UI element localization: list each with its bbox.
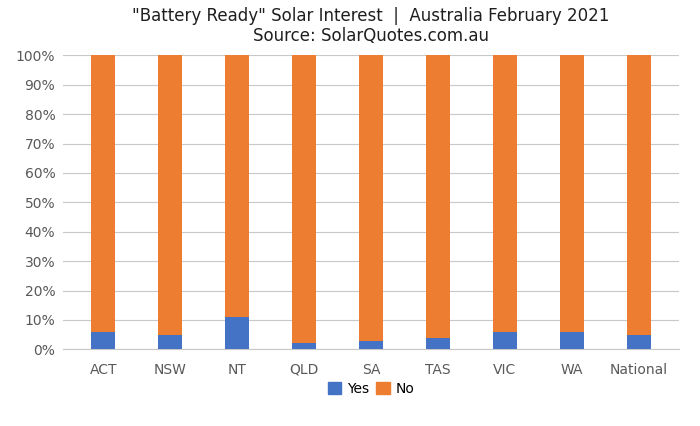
Bar bbox=[560, 332, 584, 349]
Bar bbox=[293, 55, 316, 343]
Bar bbox=[627, 55, 650, 335]
Bar bbox=[158, 335, 182, 349]
Bar bbox=[426, 337, 449, 349]
Bar bbox=[494, 55, 517, 332]
Legend: Yes, No: Yes, No bbox=[322, 376, 420, 401]
Bar bbox=[494, 332, 517, 349]
Bar bbox=[426, 55, 449, 337]
Bar bbox=[92, 55, 115, 332]
Bar bbox=[627, 335, 650, 349]
Bar bbox=[359, 340, 383, 349]
Bar bbox=[158, 55, 182, 335]
Title: "Battery Ready" Solar Interest  |  Australia February 2021
Source: SolarQuotes.c: "Battery Ready" Solar Interest | Austral… bbox=[132, 7, 610, 46]
Bar bbox=[92, 332, 115, 349]
Bar bbox=[225, 55, 248, 317]
Bar bbox=[560, 55, 584, 332]
Bar bbox=[359, 55, 383, 340]
Bar bbox=[225, 317, 248, 349]
Bar bbox=[293, 343, 316, 349]
